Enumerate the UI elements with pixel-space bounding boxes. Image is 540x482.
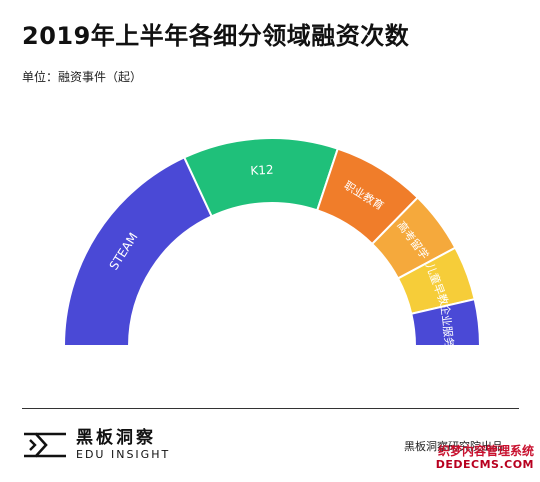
- brand-mark-icon: [24, 432, 66, 458]
- credit-text: 黑板洞察研究院出品: [404, 440, 503, 453]
- watermark-line-1: 织梦内容管理系统: [437, 444, 534, 458]
- brand-name-en: EDU INSIGHT: [76, 448, 171, 461]
- unit-label: 单位：融资事件（起）: [22, 70, 143, 84]
- page-title: 2019年上半年各细分领域融资次数: [22, 22, 410, 50]
- footer-divider: [22, 408, 519, 409]
- slice-label-1: K12: [250, 163, 274, 178]
- chart-slices: [62, 137, 482, 347]
- brand-logo: 黑板洞察 EDU INSIGHT: [22, 428, 170, 462]
- slice-0: [62, 156, 214, 347]
- watermark: 织梦内容管理系统 DEDECMS.COM: [414, 444, 534, 472]
- slice-5: [410, 297, 482, 347]
- brand-name-cn: 黑板洞察: [76, 428, 156, 448]
- slice-label-5: 企业服务: [438, 303, 457, 348]
- watermark-line-2: DEDECMS.COM: [435, 458, 534, 471]
